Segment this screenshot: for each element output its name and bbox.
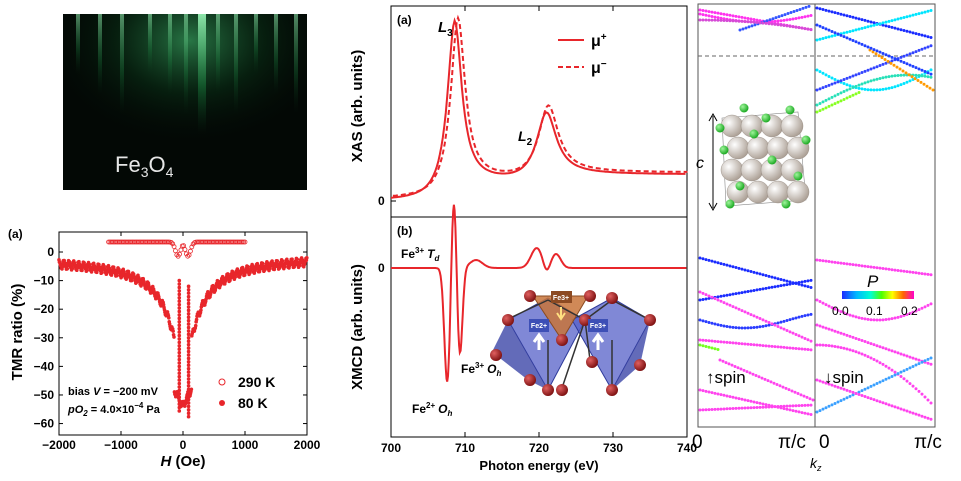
- p-tick-2: 0.2: [901, 304, 918, 318]
- tmr-x-tick-label: 0: [180, 438, 187, 452]
- xmcd-zero-tick: 0: [378, 261, 385, 275]
- xas-zero-tick: 0: [378, 194, 385, 208]
- tmr-x-tick-label: 1000: [232, 438, 259, 452]
- tmr-y-tick-label: −40: [34, 359, 55, 373]
- band-x-tick-3: π/c: [914, 432, 942, 453]
- xmcd-line: [391, 204, 687, 382]
- band-structure-panel: c P 0.0 0.1 0.2 ↑spin ↓spin 0 π/c 0 π/c …: [692, 3, 942, 473]
- xas-panel-label: (a): [397, 13, 412, 27]
- xmcd-panel: (b) 0 Fe3+ Td Fe3+ Oh Fe2+ Oh: [349, 6, 697, 473]
- band-axes-frame: [697, 3, 936, 428]
- tmr-y-tick-label: −60: [34, 417, 55, 431]
- inset-fe2-label: Fe2+: [531, 323, 547, 330]
- tmr-ylabel: TMR ratio (%): [9, 284, 26, 381]
- fe3-td-label: Fe3+ Td: [401, 246, 440, 263]
- tmr-y-tick-label: 0: [47, 245, 54, 259]
- rheed-streak: [294, 14, 298, 114]
- spin-up-arrow-icon: [532, 332, 546, 350]
- l2-label: L2: [518, 128, 533, 148]
- legend-80k-marker: [219, 400, 225, 406]
- rheed-streak: [198, 14, 206, 134]
- band-dots: [698, 4, 935, 421]
- tmr-data-points: [57, 239, 309, 419]
- tmr-po2-annotation: pO2 = 4.0×10−4 Pa: [67, 401, 161, 418]
- legend-290k-marker: [218, 378, 226, 386]
- xmcd-x-tick-label: 730: [603, 441, 623, 455]
- tmr-panel-label: (a): [8, 227, 23, 241]
- legend-290k-label: 290 K: [238, 374, 275, 390]
- spin-up-label: ↑spin: [706, 368, 746, 387]
- xmcd-ylabel: XMCD (arb. units): [349, 264, 366, 390]
- rheed-streak: [168, 14, 172, 94]
- p-colorbar-title: P: [867, 272, 879, 291]
- legend-80k-label: 80 K: [238, 395, 268, 411]
- p-tick-1: 0.1: [866, 304, 883, 318]
- tmr-x-tick-label: −2000: [42, 438, 76, 452]
- tmr-y-tick-label: −10: [34, 274, 55, 288]
- xas-panel: (a) 0 L3 L2 μ+ μ− XAS (arb. units): [349, 5, 688, 218]
- rheed-streak: [98, 14, 102, 94]
- tmr-y-tick-label: −30: [34, 331, 55, 345]
- p-colorbar: [842, 291, 914, 299]
- legend-mu-minus-label: μ−: [591, 59, 607, 77]
- band-x-tick-2: 0: [819, 432, 830, 453]
- spin-down-label: ↓spin: [824, 368, 864, 387]
- spin-up-arrow-icon: [591, 332, 605, 350]
- rheed-streak: [274, 14, 278, 94]
- rheed-streak: [148, 14, 152, 74]
- spin-down-arrow-icon: [556, 307, 566, 321]
- inset-fe3-td-label: Fe3+: [553, 295, 569, 302]
- rheed-streak: [76, 14, 80, 74]
- tmr-xlabel: H (Oe): [160, 453, 205, 470]
- tmr-ticks: [58, 232, 308, 435]
- rheed-streak: [216, 14, 220, 94]
- legend-mu-plus-label: μ+: [591, 32, 607, 50]
- spinel-structure-inset: Fe2+ Fe3+ Fe3+: [490, 290, 656, 396]
- rheed-streak: [254, 14, 258, 74]
- xas-ylabel: XAS (arb. units): [349, 50, 366, 163]
- kz-label: kz: [810, 455, 822, 473]
- xas-mu-plus-line: [390, 17, 686, 199]
- tmr-x-tick-label: 2000: [294, 438, 321, 452]
- fe3-oh-label: Fe3+ Oh: [461, 361, 501, 378]
- xmcd-x-ticks: 700 710 720 730 740: [381, 6, 697, 455]
- xmcd-x-tick-label: 720: [529, 441, 549, 455]
- tmr-panel: (a) −2000 −1000 0 1000 20000−10−20−30−40−50−…: [8, 227, 321, 470]
- xmcd-x-tick-label: 740: [677, 441, 697, 455]
- tmr-x-tick-label: −1000: [104, 438, 138, 452]
- rheed-image: Fe3O4: [63, 14, 307, 190]
- tmr-tick-labels: −2000 −1000 0 1000 2000 0 −10 −20 −30 −40 −50 −60: [34, 245, 321, 452]
- rheed-streak: [120, 14, 124, 114]
- rheed-label: Fe3O4: [115, 152, 174, 180]
- xmcd-panel-label: (b): [397, 224, 412, 238]
- fe2-oh-label: Fe2+ Oh: [412, 401, 452, 418]
- xmcd-xlabel: Photon energy (eV): [479, 458, 598, 473]
- unit-cell-inset: [715, 103, 811, 210]
- band-x-tick-0: 0: [692, 432, 703, 453]
- xas-mu-minus-line: [392, 14, 688, 197]
- inset-fe3-oh-label: Fe3+: [590, 323, 606, 330]
- xas-axes-frame: [390, 5, 688, 218]
- tmr-bias-annotation: bias V = −200 mV: [68, 386, 159, 398]
- rheed-streak: [184, 14, 188, 114]
- tmr-y-tick-label: −50: [34, 388, 55, 402]
- band-x-tick-1: π/c: [778, 432, 806, 453]
- rheed-streak: [234, 14, 238, 114]
- xmcd-x-tick-label: 700: [381, 441, 401, 455]
- l3-label: L3: [438, 19, 453, 39]
- p-tick-0: 0.0: [832, 304, 849, 318]
- c-axis-label: c: [696, 155, 704, 172]
- tmr-y-tick-label: −20: [34, 302, 55, 316]
- xmcd-x-tick-label: 710: [455, 441, 475, 455]
